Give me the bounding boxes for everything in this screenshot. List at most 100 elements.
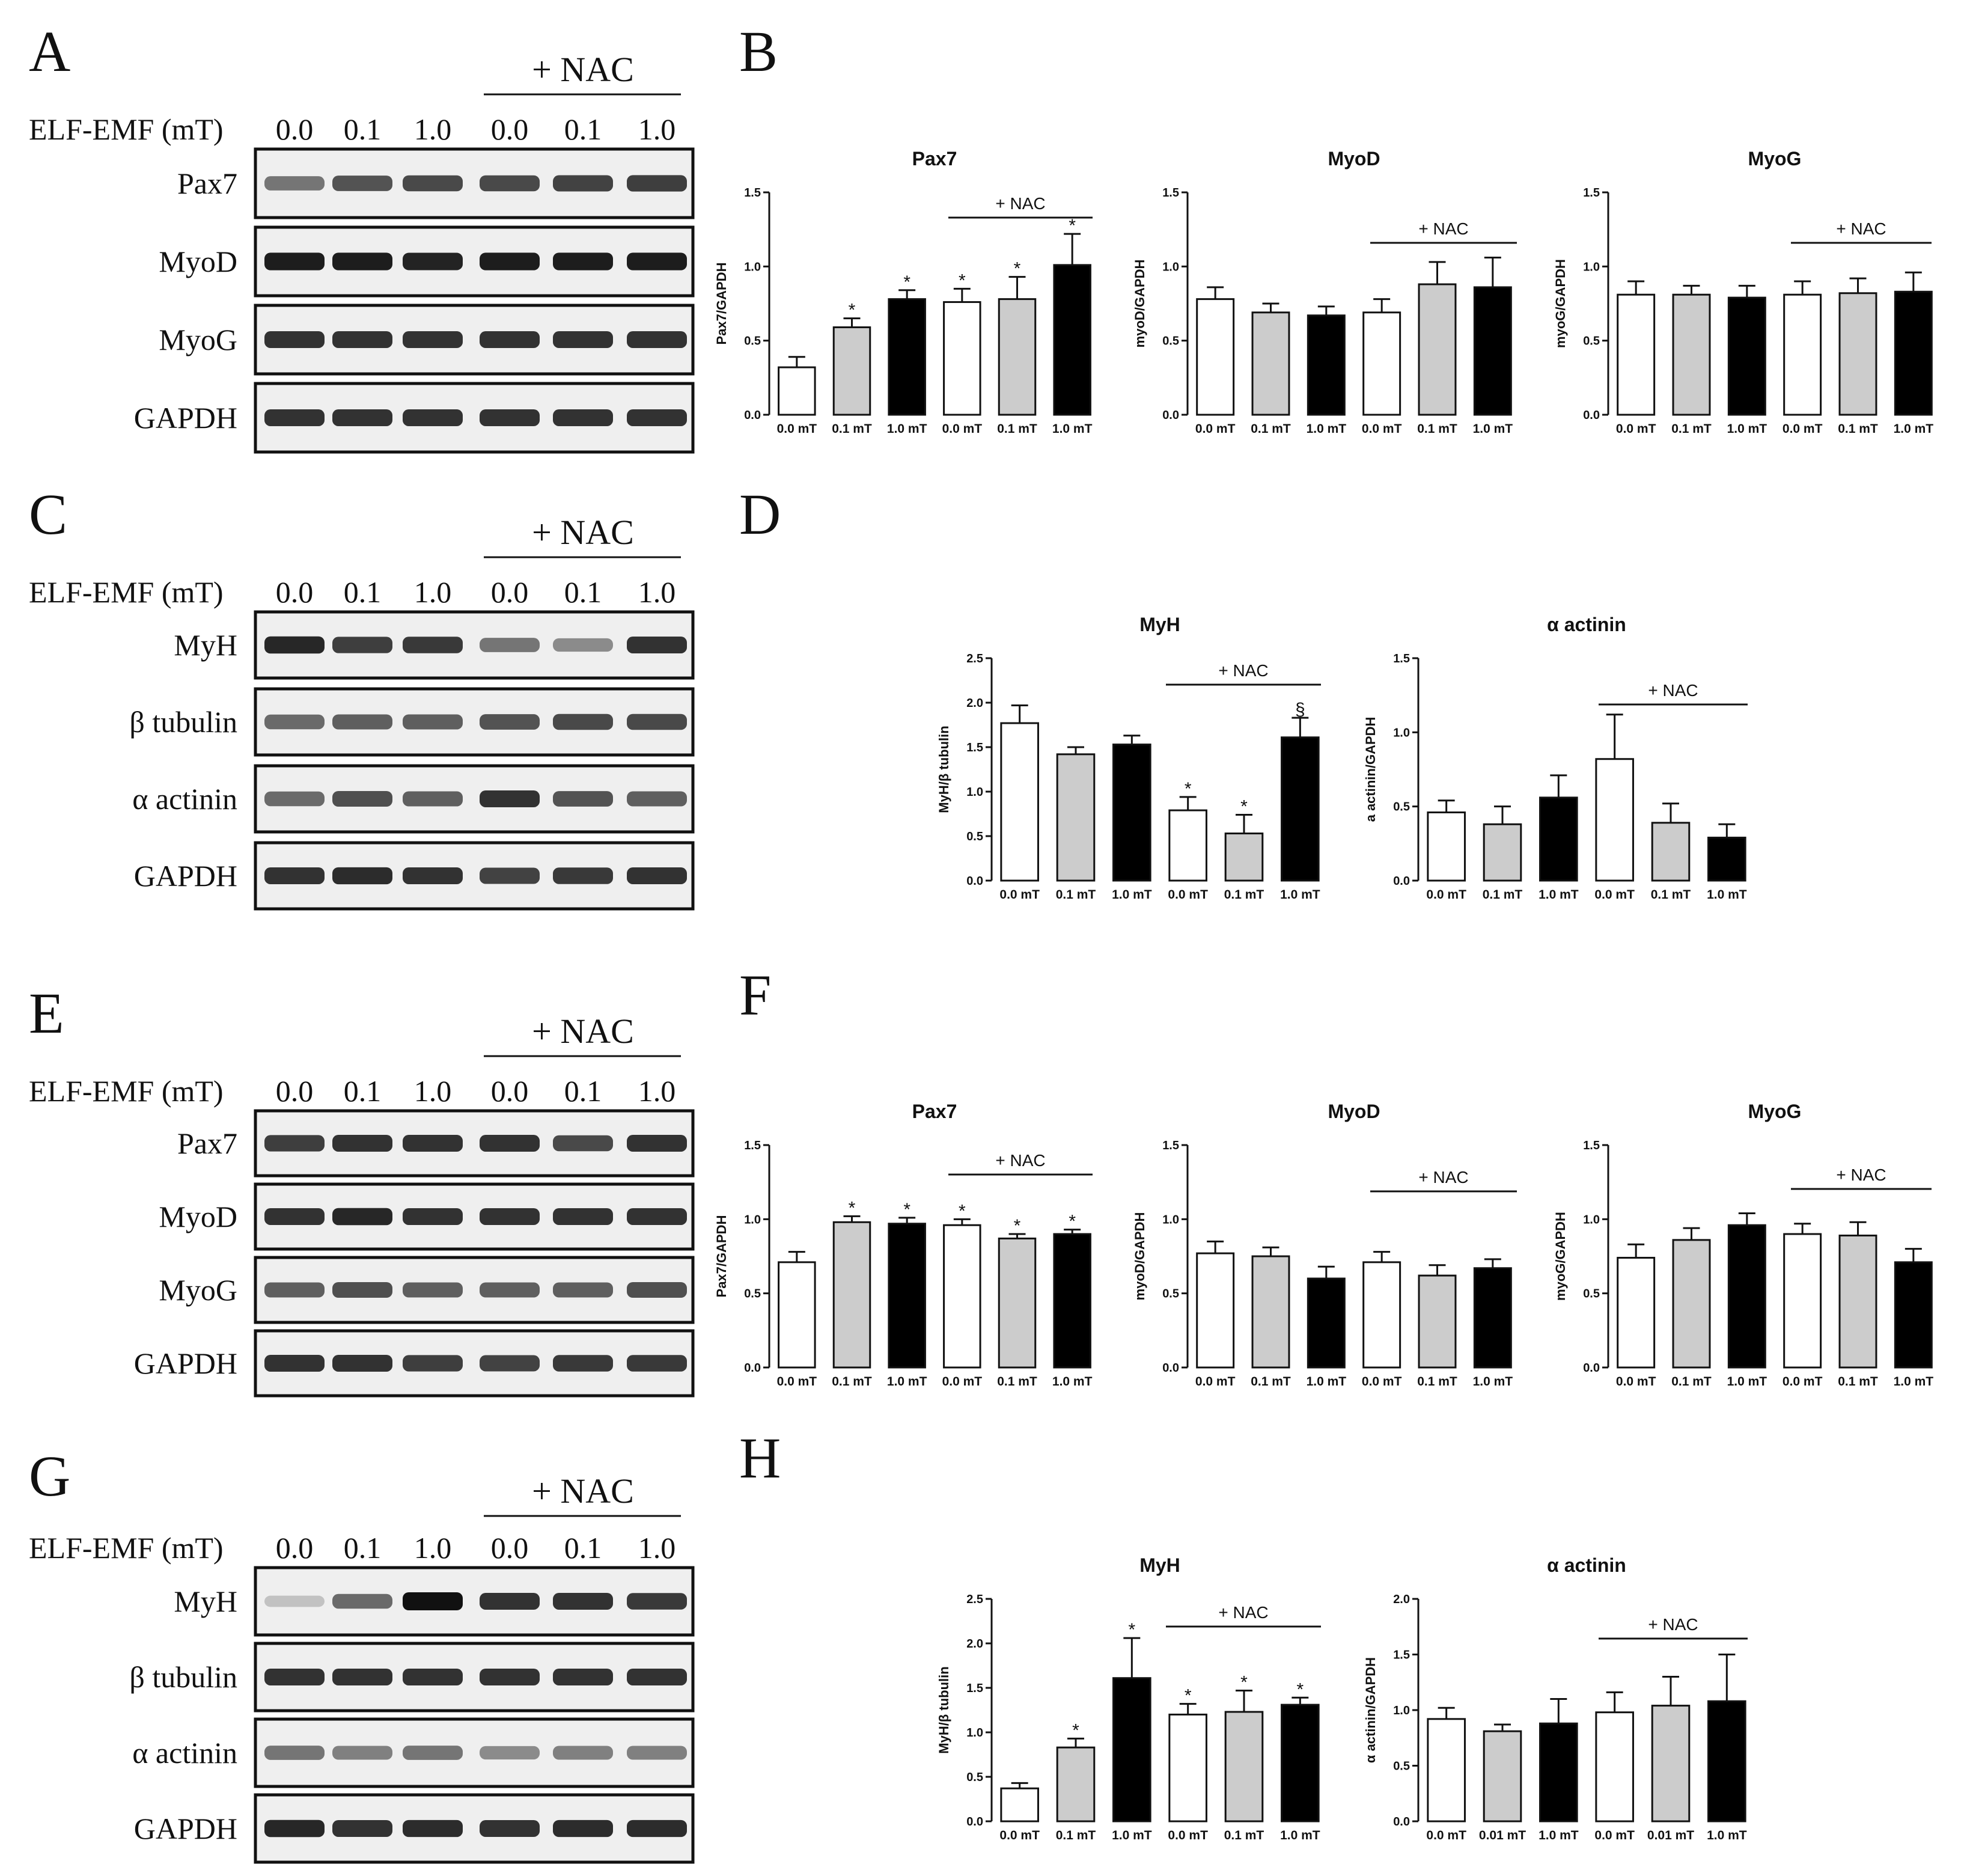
bar [1418,283,1457,416]
y-tick-label: 0.5 [1162,1288,1179,1301]
bar [1838,292,1877,416]
x-tick-label: 0.0 mT [942,422,983,436]
blot-band [553,409,613,426]
dose-label: ELF-EMF (mT) [29,1531,224,1565]
blot-panel-C: C + NAC ELF-EMF (mT) 0.0 0.1 1.0 0.0 0.1 1.0 MyH β… [29,482,695,911]
blot-band [403,714,463,730]
x-tick-label: 0.0 mT [1426,1829,1466,1842]
blot-row: GAPDH [134,1329,695,1398]
y-axis-label: myoG/GAPDH [1553,1212,1568,1301]
nac-label: + NAC [1648,681,1698,700]
bar [1000,722,1039,882]
protein-label: GAPDH [134,1812,237,1845]
x-tick-label: 0.0 mT [1362,422,1402,436]
dose-value: 0.1 [344,1531,382,1565]
x-tick-label: 0.1 mT [1651,888,1691,902]
y-tick-label: 1.0 [744,1213,761,1226]
blot-band [627,1355,687,1372]
y-tick-label: 2.0 [966,697,983,710]
blot-band [627,331,687,348]
bar-chart-8: MyoG 0.0 0.5 1.0 1.5 myoG/GAPDH 0.0 mT 0.1 mT 1.… [1553,1101,1933,1389]
dose-value: 1.0 [638,1531,676,1565]
blot-band [264,636,325,654]
y-tick-label: 0.5 [1393,801,1410,814]
bar [1727,1224,1766,1369]
dose-value: 1.0 [638,1074,676,1108]
y-tick-label: 1.5 [744,186,761,200]
blot-band [264,714,325,730]
blot-band [480,1135,540,1152]
blot-band [332,409,392,426]
dose-value: 0.1 [344,112,382,146]
blot-band [332,1208,392,1226]
bar [1727,296,1766,416]
blot-band [264,1595,325,1607]
y-tick-label: 1.0 [966,786,983,799]
panel-letter: A [29,19,70,84]
dose-value: 0.1 [564,112,602,146]
x-tick-label: 0.1 mT [1056,1829,1096,1842]
protein-label: MyoG [159,1273,237,1307]
bar [1617,1256,1656,1369]
blot-band [480,714,540,730]
blot-membrane [254,1182,695,1251]
nac-label: + NAC [1648,1615,1698,1634]
blot-membrane [254,687,695,757]
blot-band [264,409,325,426]
blot-band [403,1208,463,1225]
nac-label: + NAC [1836,219,1886,238]
x-tick-label: 0.1 mT [1671,422,1712,436]
bar-chart-9: MyH 0.0 0.5 1.0 1.5 2.0 2.5 MyH/β tubulin 0.0 mT… [936,1554,1321,1842]
x-tick-label: 1.0 mT [1307,422,1347,436]
blot-band [403,1135,463,1152]
x-tick-label: 1.0 mT [1707,1829,1747,1842]
protein-label: GAPDH [134,1346,237,1380]
dose-value: 0.0 [491,1074,529,1108]
blot-band [553,1819,613,1838]
y-tick-label: 1.5 [1583,186,1600,200]
x-tick-label: 0.0 mT [777,422,817,436]
blot-band [264,252,325,270]
x-tick-label: 0.1 mT [1251,1375,1291,1389]
bar [1473,1267,1512,1369]
blot-band [480,1593,540,1610]
x-tick-label: 1.0 mT [1307,1375,1347,1389]
blot-membrane [254,147,695,219]
blot-row: α actinin [132,1717,695,1788]
blot-row: β tubulin [129,1642,695,1713]
x-tick-label: 0.1 mT [1838,422,1878,436]
blot-membrane [254,764,695,834]
blot-band [332,1282,392,1298]
dose-value: 0.1 [564,1074,602,1108]
x-tick-label: 0.1 mT [997,422,1037,436]
nac-label: + NAC [1836,1166,1886,1184]
nac-label: + NAC [532,50,634,89]
bar [1196,1252,1235,1369]
nac-label: + NAC [995,1151,1045,1170]
significance-mark: * [1069,1212,1076,1232]
bar [1672,293,1711,416]
bar [998,1237,1037,1369]
x-tick-label: 0.1 mT [1056,888,1096,902]
blot-band [403,791,463,807]
blot-band [332,1135,392,1152]
blot-band [553,331,613,348]
significance-mark: * [1072,1720,1079,1740]
y-tick-label: 0.5 [744,335,761,348]
blot-band [403,409,463,426]
bar [998,298,1037,416]
significance-mark: * [1128,1620,1135,1640]
nac-label: + NAC [1218,661,1268,680]
blot-band [403,1355,463,1372]
blot-row: MyoG [159,304,695,376]
y-tick-label: 2.0 [966,1637,983,1651]
blot-panel-A: A + NAC ELF-EMF (mT) 0.0 0.1 1.0 0.0 0.1 1.0 Pax7… [29,19,695,454]
blot-band [627,1135,687,1152]
bar [1224,833,1264,882]
y-tick-label: 1.0 [744,260,761,273]
blot-row: GAPDH [134,1793,695,1864]
nac-label: + NAC [1418,1168,1468,1187]
x-tick-label: 0.0 mT [1168,1829,1208,1842]
blot-band [264,176,325,191]
protein-label: MyoD [159,245,237,278]
